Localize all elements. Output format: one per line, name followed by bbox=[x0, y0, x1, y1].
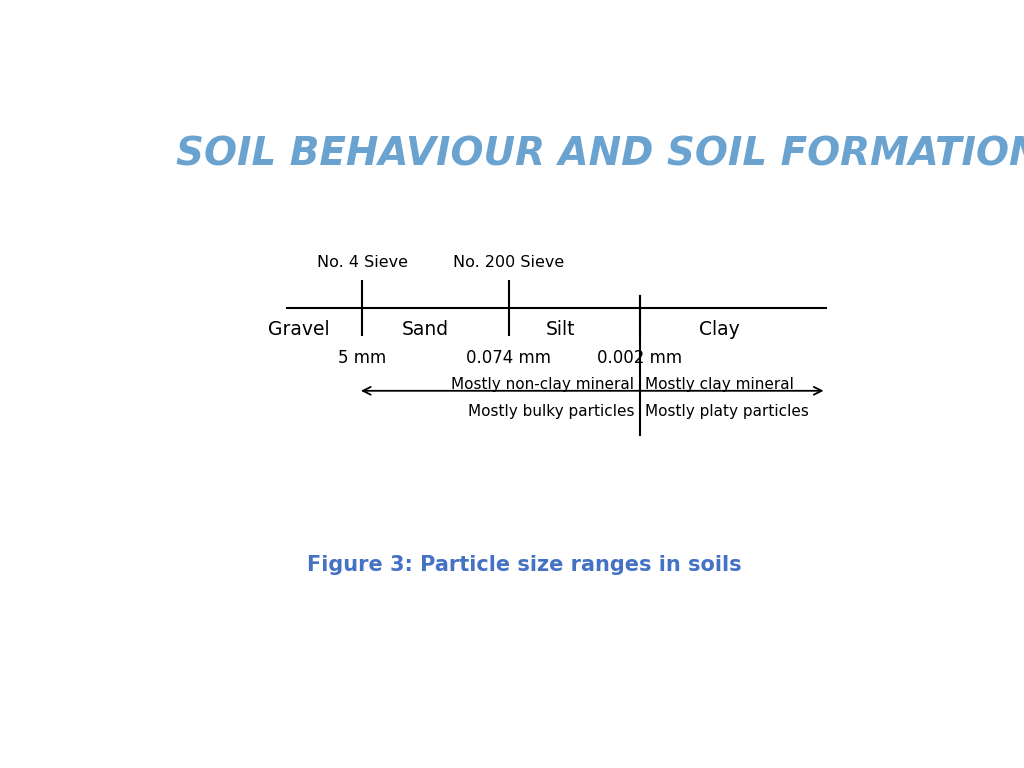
Text: Silt: Silt bbox=[546, 319, 575, 339]
Text: 5 mm: 5 mm bbox=[338, 349, 386, 367]
Text: Sand: Sand bbox=[402, 319, 450, 339]
Text: Mostly platy particles: Mostly platy particles bbox=[645, 404, 809, 419]
Text: SOIL BEHAVIOUR AND SOIL FORMATION: SOIL BEHAVIOUR AND SOIL FORMATION bbox=[176, 135, 1024, 174]
Text: Figure 3: Particle size ranges in soils: Figure 3: Particle size ranges in soils bbox=[307, 555, 742, 575]
Text: Mostly bulky particles: Mostly bulky particles bbox=[468, 404, 634, 419]
Text: 0.002 mm: 0.002 mm bbox=[597, 349, 682, 367]
Text: Gravel: Gravel bbox=[268, 319, 330, 339]
Text: 0.074 mm: 0.074 mm bbox=[466, 349, 552, 367]
Text: Mostly non-clay mineral: Mostly non-clay mineral bbox=[452, 377, 634, 392]
Text: No. 200 Sieve: No. 200 Sieve bbox=[454, 254, 564, 270]
Text: Mostly clay mineral: Mostly clay mineral bbox=[645, 377, 795, 392]
Text: Clay: Clay bbox=[698, 319, 739, 339]
Text: No. 4 Sieve: No. 4 Sieve bbox=[316, 254, 408, 270]
